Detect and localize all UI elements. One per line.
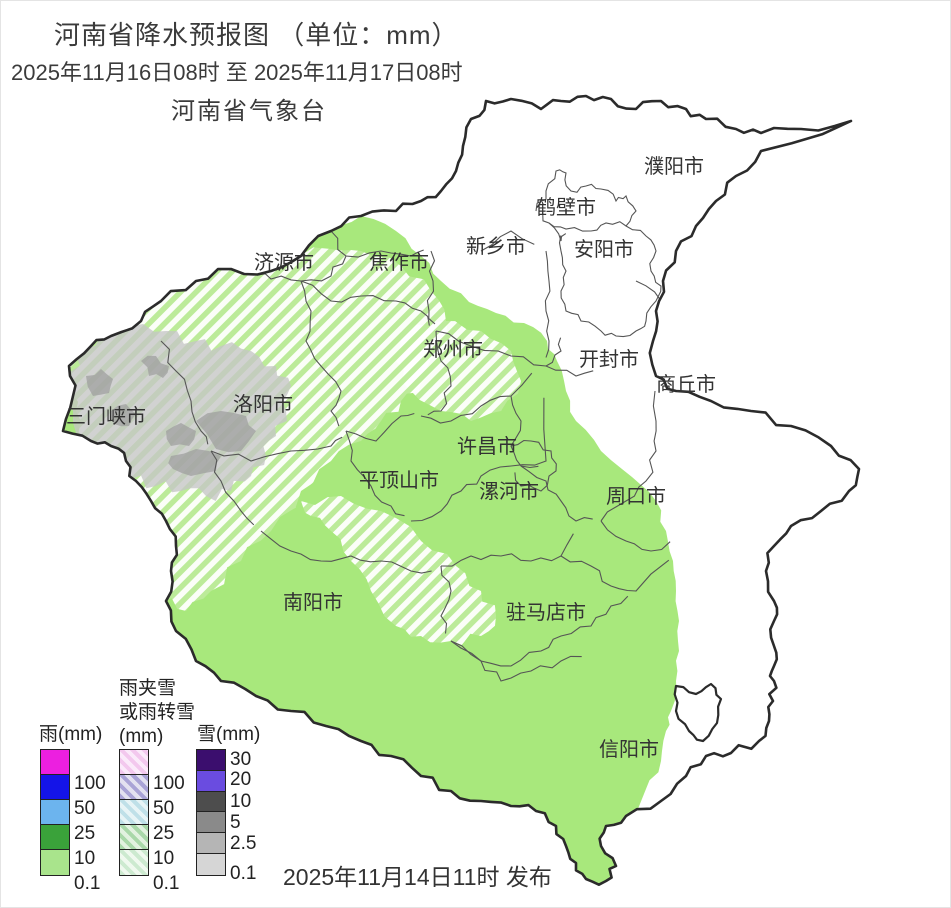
svg-text:许昌市: 许昌市 — [457, 435, 517, 458]
svg-text:商丘市: 商丘市 — [656, 373, 716, 396]
svg-text:新乡市: 新乡市 — [466, 235, 526, 258]
svg-text:信阳市: 信阳市 — [599, 738, 659, 761]
svg-text:南阳市: 南阳市 — [283, 591, 343, 614]
svg-text:平顶山市: 平顶山市 — [359, 469, 439, 492]
svg-text:周口市: 周口市 — [606, 485, 666, 508]
svg-text:漯河市: 漯河市 — [479, 480, 539, 503]
svg-text:济源市: 济源市 — [254, 251, 314, 274]
svg-text:三门峡市: 三门峡市 — [66, 405, 146, 428]
svg-text:濮阳市: 濮阳市 — [644, 155, 704, 178]
svg-text:开封市: 开封市 — [579, 348, 639, 371]
svg-text:鹤壁市: 鹤壁市 — [536, 196, 596, 219]
svg-text:郑州市: 郑州市 — [423, 338, 483, 361]
svg-text:安阳市: 安阳市 — [574, 238, 634, 261]
svg-text:焦作市: 焦作市 — [369, 251, 429, 274]
svg-text:驻马店市: 驻马店市 — [506, 601, 586, 624]
svg-text:洛阳市: 洛阳市 — [233, 393, 293, 416]
